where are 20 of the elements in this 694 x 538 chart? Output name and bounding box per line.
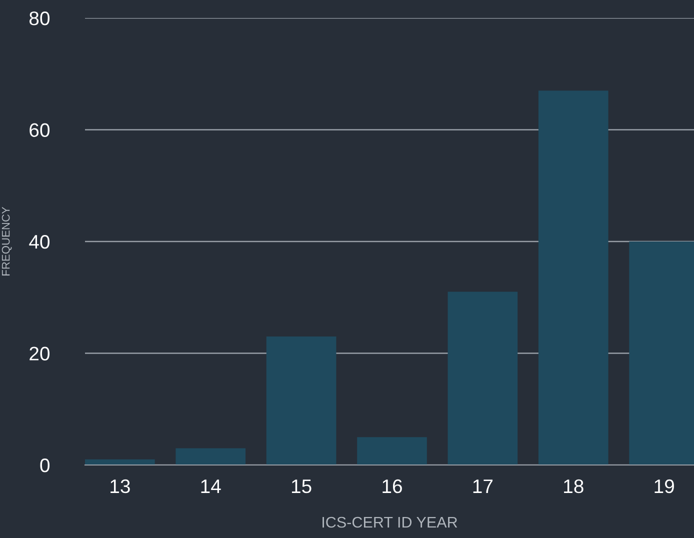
y-tick-label: 60: [30, 123, 50, 137]
bar: [266, 336, 336, 465]
y-tick-label: 20: [30, 346, 50, 360]
x-tick-label: 16: [382, 479, 402, 494]
bar: [538, 90, 608, 465]
x-tick-label: 18: [564, 479, 584, 494]
x-axis-title: ICS-CERT ID YEAR: [322, 516, 458, 528]
x-tick-label: 17: [473, 480, 493, 493]
bar: [85, 459, 155, 465]
x-tick-label: 15: [292, 480, 312, 494]
bar: [357, 437, 427, 465]
x-tick-label: 19: [654, 479, 674, 494]
y-tick-label: 0: [40, 458, 50, 472]
y-tick-label: 80: [29, 11, 50, 26]
bar: [448, 292, 518, 465]
x-tick-label: 13: [110, 479, 130, 494]
y-tick-label: 40: [29, 234, 50, 249]
x-tick-label: 14: [201, 480, 221, 493]
y-axis-title: FREQUENCY: [2, 206, 12, 276]
bar: [176, 448, 246, 465]
